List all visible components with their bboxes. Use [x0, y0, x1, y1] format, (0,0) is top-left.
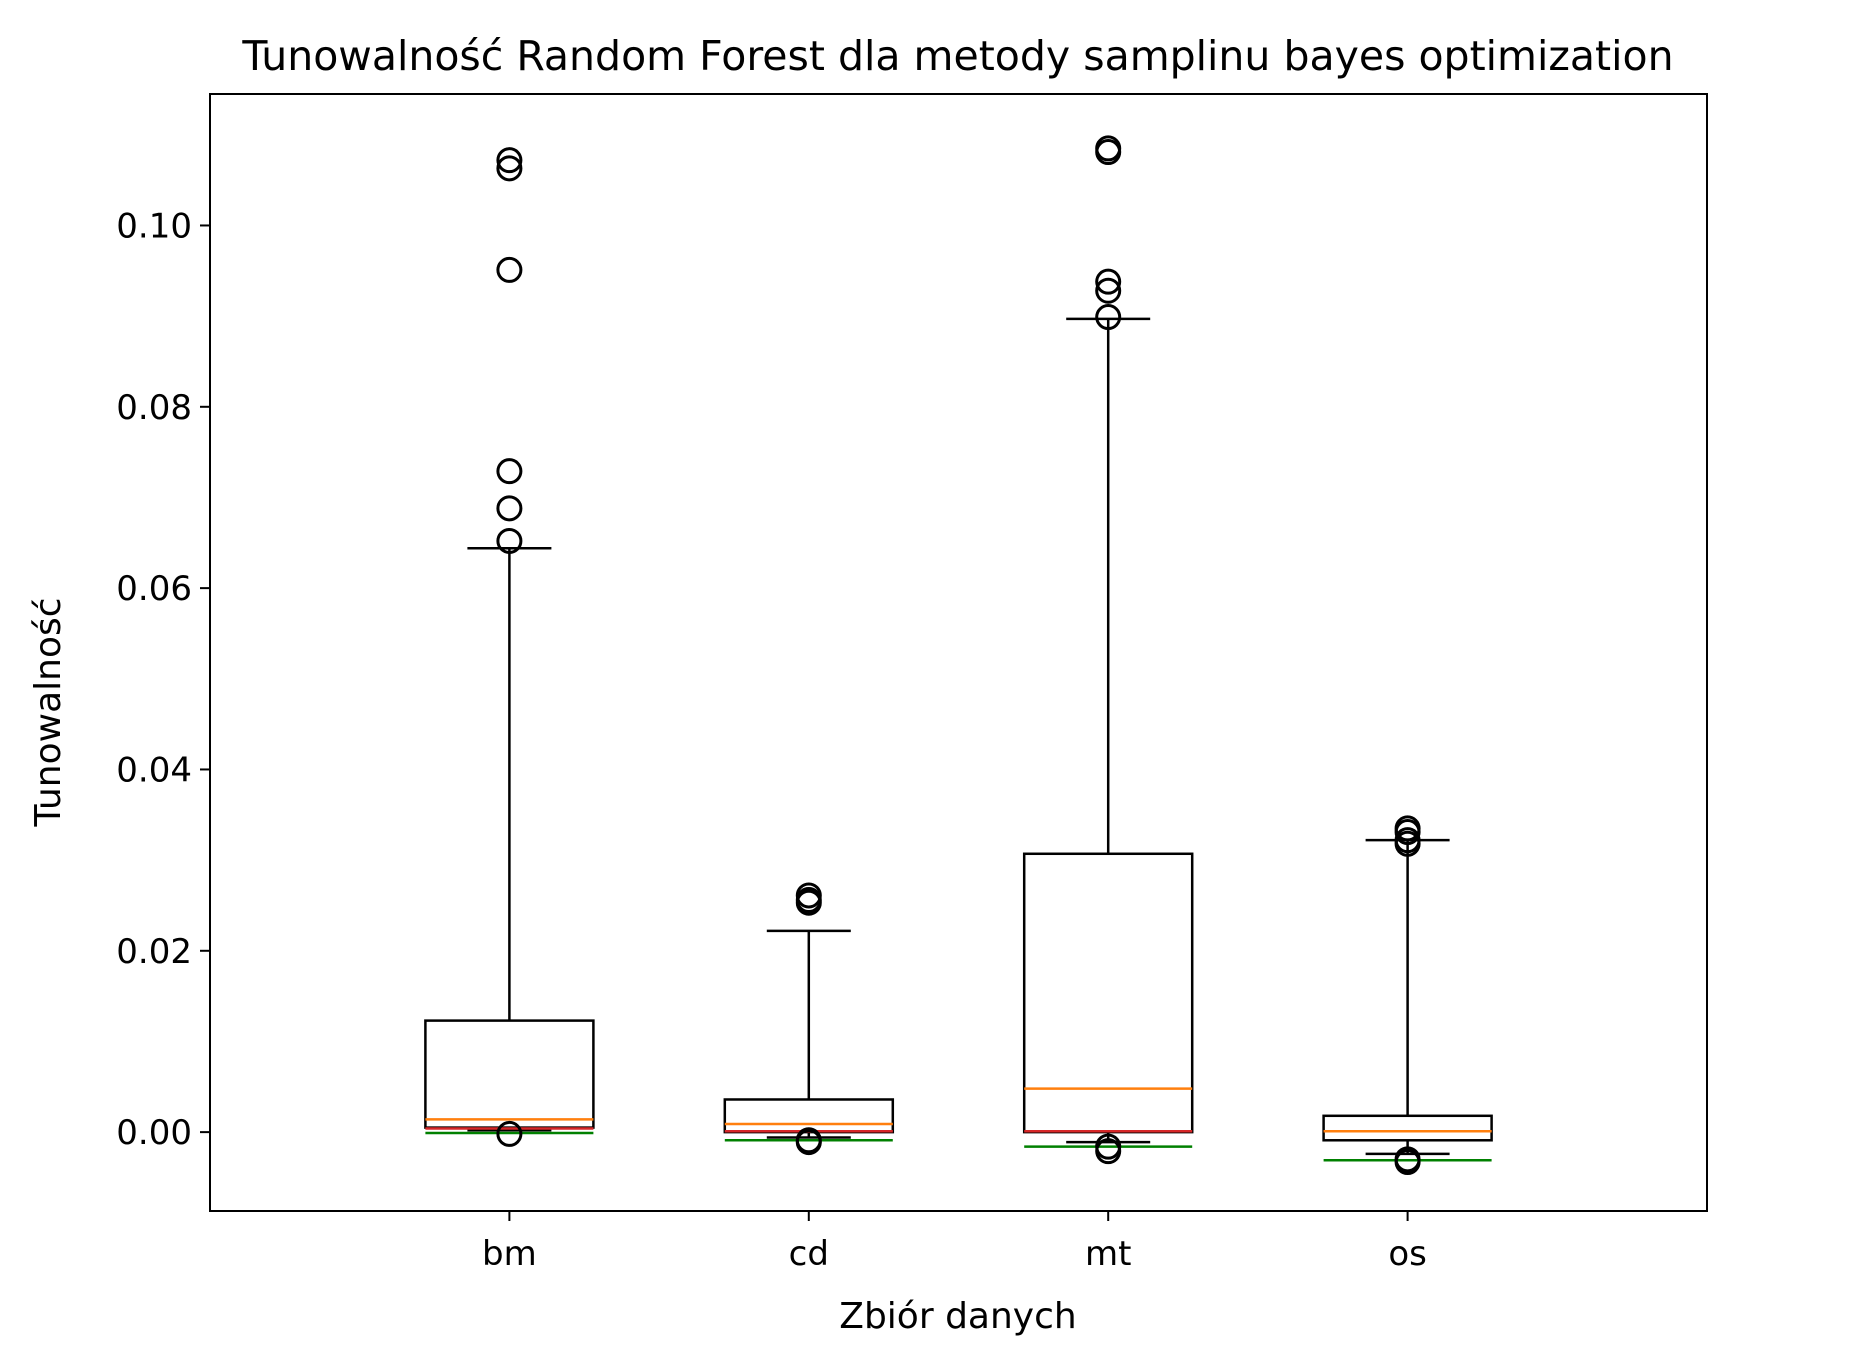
flier-point: [496, 256, 523, 283]
flier-point: [496, 155, 523, 182]
y-tick-label: 0.10: [116, 206, 192, 246]
plot-area: [424, 135, 1493, 1176]
box: [1322, 1114, 1493, 1142]
box-group-mt: [1022, 135, 1194, 1165]
flier-point: [1095, 277, 1122, 304]
x-tick-label: mt: [1085, 1234, 1131, 1274]
x-tick-label: bm: [482, 1234, 537, 1274]
flier-point: [795, 882, 822, 909]
flier-point: [1394, 1146, 1421, 1173]
box: [424, 1019, 595, 1129]
flier-point: [795, 1127, 822, 1154]
flier-point: [496, 1120, 523, 1147]
axes-frame: [209, 93, 1708, 1212]
flier-point: [1095, 135, 1122, 162]
flier-point: [496, 147, 523, 174]
y-tick-label: 0.06: [116, 569, 192, 609]
flier-point: [1394, 827, 1421, 854]
flier-point: [496, 527, 523, 554]
box: [1022, 852, 1194, 1134]
x-tick-label: os: [1388, 1234, 1427, 1274]
y-tick-label: 0.02: [116, 932, 192, 972]
box: [723, 1098, 895, 1134]
flier-point: [496, 458, 523, 485]
y-axis-label: Tunowalność: [28, 597, 69, 827]
flier-point: [1394, 815, 1421, 842]
flier-point: [1095, 268, 1122, 295]
box-group-cd: [723, 882, 895, 1156]
flier-point: [1095, 1133, 1122, 1160]
flier-point: [1095, 304, 1122, 331]
box-group-bm: [424, 147, 595, 1147]
chart-title: Tunowalność Random Forest dla metody sam…: [241, 32, 1673, 80]
box-group-os: [1322, 815, 1493, 1176]
x-tick-label: cd: [789, 1234, 829, 1274]
y-tick-label: 0.00: [116, 1113, 192, 1153]
y-tick-label: 0.04: [116, 750, 192, 790]
x-axis-label: Zbiór danych: [839, 1296, 1076, 1337]
flier-point: [496, 495, 523, 522]
y-tick-label: 0.08: [116, 388, 192, 428]
